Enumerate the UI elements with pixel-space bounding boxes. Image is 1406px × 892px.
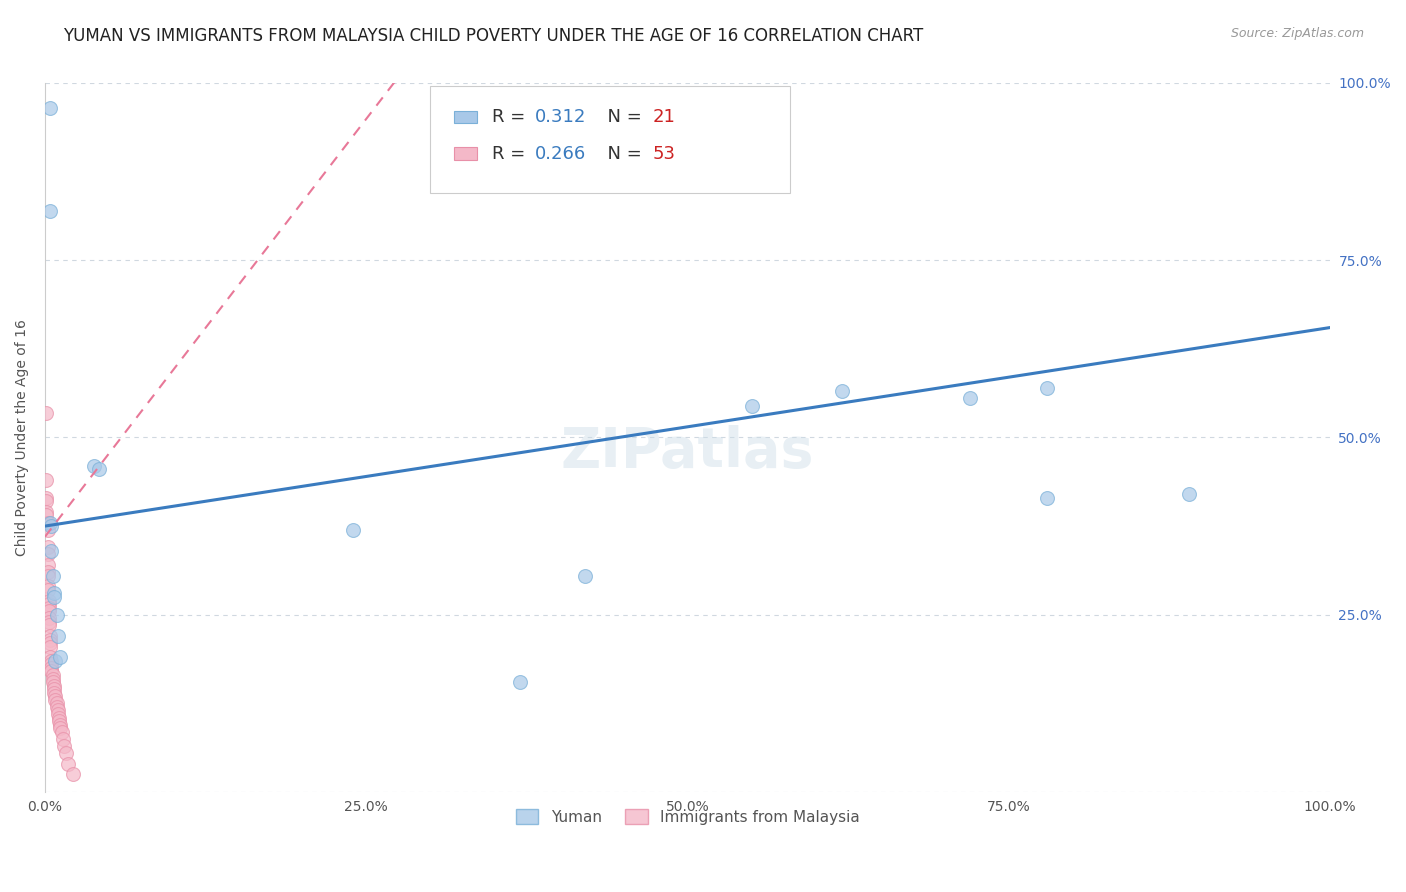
Point xyxy=(39,640,62,654)
Point xyxy=(45,699,67,714)
Point xyxy=(38,611,60,625)
Point xyxy=(37,565,59,579)
Point xyxy=(38,600,60,615)
Text: Source: ZipAtlas.com: Source: ZipAtlas.com xyxy=(1230,27,1364,40)
Point xyxy=(35,494,58,508)
Point xyxy=(509,675,531,690)
Legend: Yuman, Immigrants from Malaysia: Yuman, Immigrants from Malaysia xyxy=(506,799,869,834)
Point xyxy=(39,516,62,530)
Point xyxy=(41,568,63,582)
Text: 21: 21 xyxy=(652,108,676,126)
Point xyxy=(46,706,69,721)
Text: ZIPatlas: ZIPatlas xyxy=(561,425,814,479)
Point xyxy=(39,650,62,665)
FancyBboxPatch shape xyxy=(454,111,477,123)
Text: YUMAN VS IMMIGRANTS FROM MALAYSIA CHILD POVERTY UNDER THE AGE OF 16 CORRELATION : YUMAN VS IMMIGRANTS FROM MALAYSIA CHILD … xyxy=(63,27,924,45)
Point xyxy=(37,548,59,562)
Point xyxy=(83,458,105,473)
Point xyxy=(37,516,59,530)
Point xyxy=(39,629,62,643)
Point xyxy=(38,604,60,618)
Point xyxy=(41,675,63,690)
Point xyxy=(41,672,63,686)
Point xyxy=(48,710,70,724)
Point xyxy=(42,686,65,700)
Point xyxy=(37,579,59,593)
Point xyxy=(44,654,66,668)
Point xyxy=(37,558,59,572)
Point xyxy=(38,597,60,611)
Point xyxy=(342,523,364,537)
Point xyxy=(49,717,72,731)
Point xyxy=(45,696,67,710)
Point xyxy=(831,384,853,399)
Point xyxy=(41,657,63,672)
Point xyxy=(1036,491,1059,505)
Point xyxy=(48,714,70,728)
Point xyxy=(41,654,63,668)
Point xyxy=(49,650,72,665)
Point xyxy=(51,724,73,739)
Point xyxy=(56,756,79,771)
Point xyxy=(39,636,62,650)
Point xyxy=(35,406,58,420)
Y-axis label: Child Poverty Under the Age of 16: Child Poverty Under the Age of 16 xyxy=(15,319,30,556)
Text: 53: 53 xyxy=(652,145,676,163)
Point xyxy=(42,682,65,697)
Point xyxy=(959,392,981,406)
Point xyxy=(41,661,63,675)
Point xyxy=(574,568,596,582)
Point xyxy=(45,607,67,622)
Point xyxy=(41,519,63,533)
Text: N =: N = xyxy=(596,145,648,163)
Point xyxy=(44,690,66,704)
Point xyxy=(37,582,59,597)
Point xyxy=(35,491,58,505)
Point xyxy=(38,615,60,629)
Point xyxy=(42,590,65,604)
Point xyxy=(41,668,63,682)
Text: R =: R = xyxy=(492,145,531,163)
Point xyxy=(39,203,62,218)
FancyBboxPatch shape xyxy=(430,87,790,193)
Point xyxy=(534,161,557,175)
FancyBboxPatch shape xyxy=(454,147,477,161)
Point xyxy=(46,703,69,717)
Point xyxy=(35,505,58,519)
Point xyxy=(46,629,69,643)
Point xyxy=(87,462,110,476)
Point xyxy=(44,693,66,707)
Point xyxy=(37,541,59,555)
Point xyxy=(38,618,60,632)
Point xyxy=(39,101,62,115)
Point xyxy=(1177,487,1199,501)
Point xyxy=(1036,381,1059,395)
Point xyxy=(49,721,72,735)
Point xyxy=(42,586,65,600)
Point xyxy=(35,473,58,487)
Text: R =: R = xyxy=(492,108,531,126)
Point xyxy=(62,767,84,781)
Point xyxy=(52,731,75,746)
Point xyxy=(42,679,65,693)
Point xyxy=(55,746,77,760)
Point xyxy=(741,399,763,413)
Point xyxy=(41,544,63,558)
Point xyxy=(39,632,62,647)
Point xyxy=(35,508,58,523)
Point xyxy=(53,739,76,753)
Text: 0.312: 0.312 xyxy=(534,108,586,126)
Point xyxy=(38,593,60,607)
Point xyxy=(41,665,63,679)
Text: N =: N = xyxy=(596,108,648,126)
Point xyxy=(37,523,59,537)
Text: 0.266: 0.266 xyxy=(534,145,586,163)
Point xyxy=(37,568,59,582)
